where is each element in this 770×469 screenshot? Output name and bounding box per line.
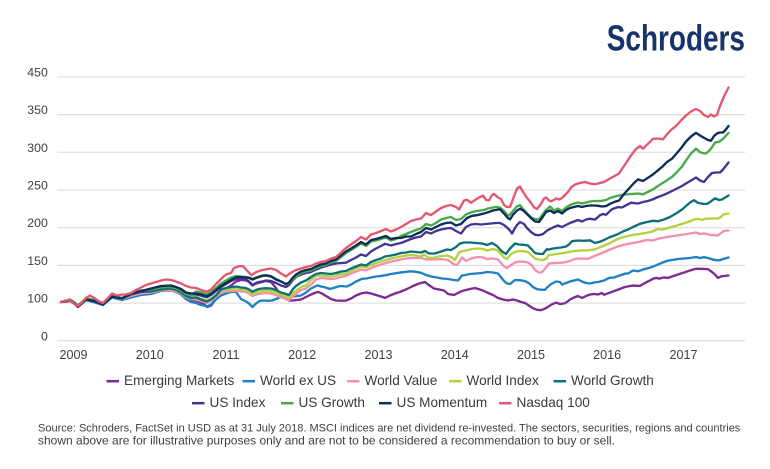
svg-text:2013: 2013: [364, 348, 392, 362]
svg-text:shown above are for illustrati: shown above are for illustrative purpose…: [38, 434, 615, 448]
svg-text:Emerging Markets: Emerging Markets: [124, 373, 234, 388]
svg-text:2014: 2014: [441, 348, 469, 362]
svg-text:Source: Schroders, FactSet in: Source: Schroders, FactSet in USD as at …: [38, 423, 741, 435]
svg-text:US Growth: US Growth: [299, 395, 365, 410]
svg-text:2010: 2010: [136, 348, 164, 362]
svg-text:Index performance of MSCI and: Index performance of MSCI and Nasdaq ind…: [33, 7, 400, 22]
svg-text:World Growth: World Growth: [571, 373, 654, 388]
svg-text:100: 100: [27, 292, 48, 306]
svg-text:US Index: US Index: [210, 395, 266, 410]
svg-text:2009: 2009: [59, 348, 87, 362]
svg-text:2012: 2012: [288, 348, 316, 362]
svg-text:150: 150: [27, 254, 48, 268]
svg-text:World Index: World Index: [467, 373, 539, 388]
svg-text:2011: 2011: [212, 348, 239, 362]
svg-text:Schroders: Schroders: [607, 18, 745, 58]
svg-text:300: 300: [27, 141, 48, 155]
svg-text:Nasdaq 100: Nasdaq 100: [517, 395, 591, 410]
svg-text:2015: 2015: [517, 348, 545, 362]
svg-text:2016: 2016: [593, 348, 621, 362]
svg-text:200: 200: [27, 216, 48, 230]
svg-text:World ex US: World ex US: [260, 373, 336, 388]
svg-text:250: 250: [27, 179, 48, 193]
svg-text:2017: 2017: [669, 348, 697, 362]
svg-text:350: 350: [27, 103, 48, 117]
svg-text:US Momentum: US Momentum: [397, 395, 488, 410]
svg-text:450: 450: [27, 65, 48, 79]
svg-text:World Value: World Value: [365, 373, 438, 388]
svg-text:0: 0: [41, 329, 48, 343]
